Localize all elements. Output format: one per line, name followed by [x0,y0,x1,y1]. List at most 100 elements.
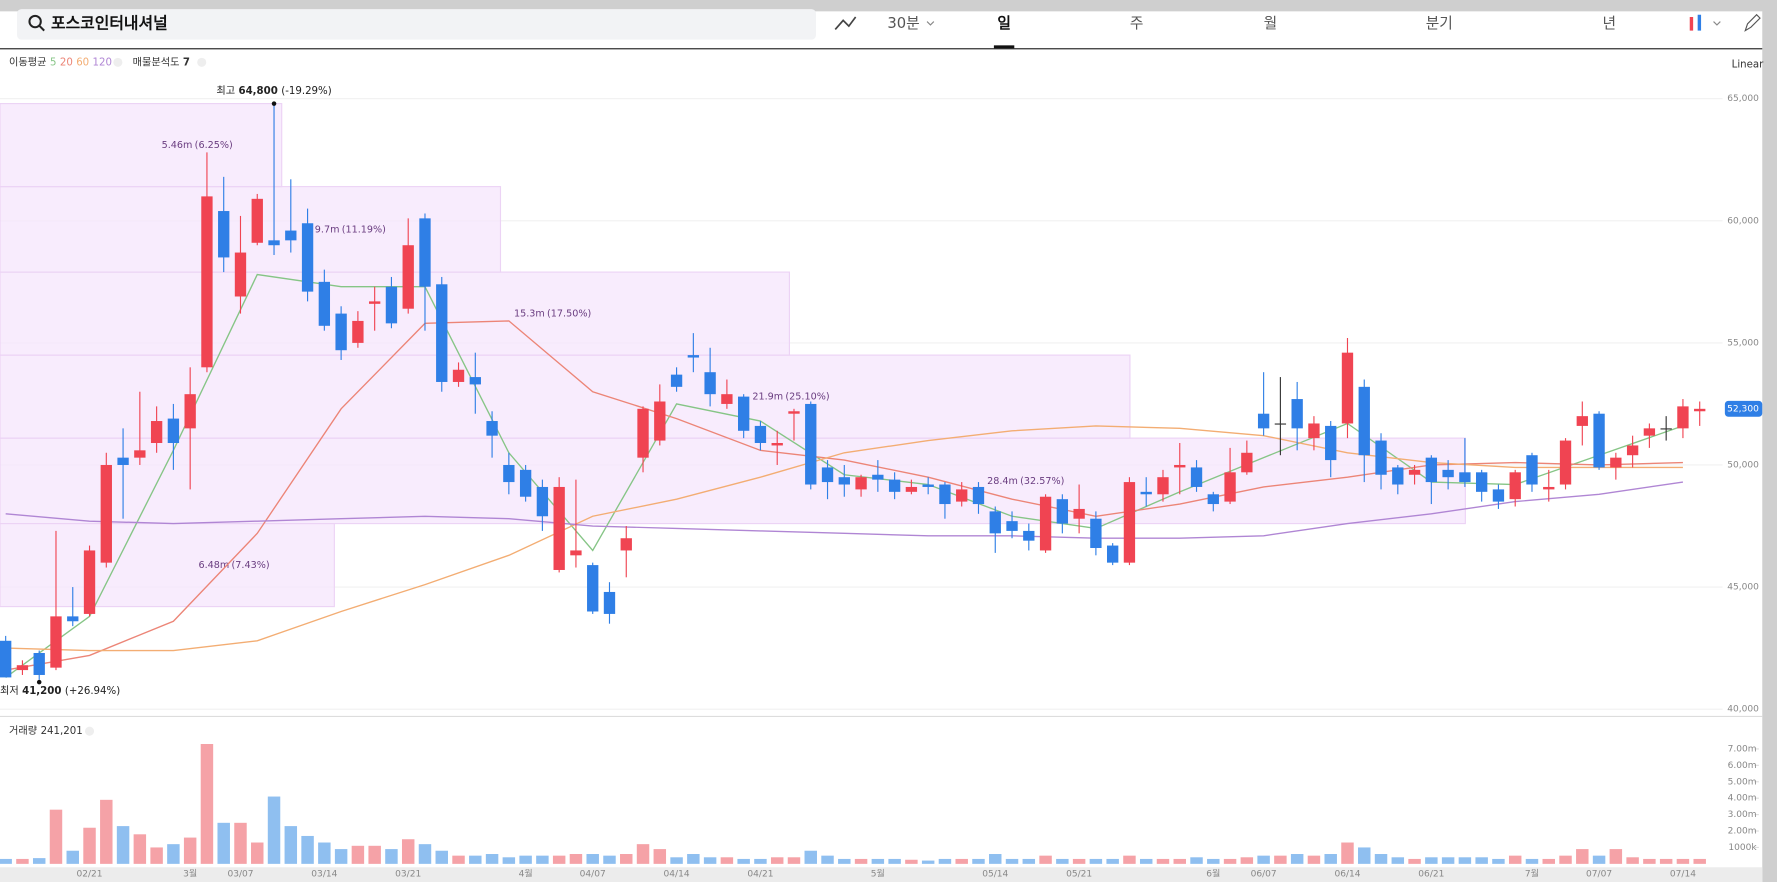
volume-bar [1425,857,1438,864]
profile-share: (11.19%) [342,224,386,235]
candle-body [1509,472,1521,500]
y-tick-label: 2.00m [1728,827,1757,837]
draw-icon[interactable] [1744,13,1761,32]
candle-body [1241,452,1253,473]
volume-bar [1441,857,1455,864]
legend-close[interactable] [84,726,95,736]
volume-bar [418,844,432,864]
candle-body [1643,428,1656,436]
profile-share: (6.25%) [195,140,233,151]
x-tick-label: 07/07 [1586,870,1612,880]
volume-bar [804,850,817,864]
ma-legend-item[interactable]: 120 [93,57,112,68]
search-icon [28,14,42,29]
tab-underline [993,45,1015,49]
x-tick-label: 05/21 [1066,870,1092,880]
period-tab[interactable]: 주 [1130,15,1144,32]
candle-body [922,484,934,487]
volume-bar [1139,858,1153,864]
volume-bar [670,857,683,864]
x-tick-label: 5월 [871,868,885,880]
candle-body [721,394,733,404]
candle-body [972,486,985,505]
volume-bar [1274,855,1287,864]
candle-body [1559,440,1572,485]
candle-body [956,489,968,502]
x-tick-label: 06/07 [1251,870,1277,880]
candle-body [1677,406,1689,429]
candle-body [368,301,381,304]
extreme-value: 64,800 [239,86,278,97]
volume-bar [1257,855,1270,864]
volume-bar [251,842,264,864]
volume-bar [1626,857,1639,864]
extreme-label: 최고 64,800 (-19.29%) [216,85,331,97]
volume-bar [737,858,750,864]
scale-mode[interactable]: Linear [1732,60,1764,71]
x-tick-label: 04/21 [747,870,773,880]
dropdown-arrow [926,21,935,26]
interval-select[interactable]: 30분 [887,15,919,32]
candle-body [218,211,230,258]
volume-profile-box [0,103,283,188]
candle-body [318,281,331,326]
search-text[interactable]: 포스코인터내셔널 [51,13,168,32]
x-tick-label: 04/14 [664,870,690,880]
candle-body [1157,477,1169,495]
candle-body [1123,482,1136,563]
volume-bar [1123,855,1136,864]
period-tab[interactable]: 분기 [1426,15,1453,32]
volume-bar [603,855,616,864]
candle-body [0,640,12,678]
search-box[interactable] [16,9,816,40]
ma-legend-item[interactable]: 60 [76,57,89,68]
volume-bar [1391,857,1405,864]
profile-share: (25.10%) [785,392,829,403]
chart-type-icon[interactable] [1689,17,1694,31]
candle-body [1576,416,1588,426]
indicator-icon[interactable] [834,16,857,31]
candle-body [855,477,867,490]
candle-body [1459,472,1471,483]
period-tab[interactable]: 년 [1603,15,1617,32]
extreme-change: (+26.94%) [65,686,120,697]
legend-close[interactable] [197,57,207,67]
extreme-dot [36,679,42,685]
candle-body [100,464,112,563]
ma-legend-item[interactable]: 20 [60,57,73,68]
candle-body [1610,457,1622,468]
candle-body [989,511,1001,534]
candle-body [519,469,532,497]
candle-body [1308,423,1320,439]
x-tick-label: 02/21 [76,870,102,880]
candle-body [1274,423,1287,425]
x-axis-band [0,867,1763,882]
ma-legend-title: 이동평균 [9,56,46,68]
x-tick-label: 07/14 [1670,870,1696,880]
candle-body [268,240,280,246]
candle-body [1073,508,1085,519]
volume-bar [821,855,834,864]
candle-body [771,443,783,446]
profile-volume: 5.46m [162,140,193,151]
candle-body [1408,469,1421,475]
volume-bar [150,847,163,864]
volume-bar [1475,857,1488,864]
volume-bar [385,849,398,864]
volume-bar [318,842,331,864]
profile-share: (17.50%) [547,309,591,320]
period-tab[interactable]: 월 [1264,15,1278,32]
chart-type-icon[interactable] [1697,14,1702,31]
candle-body [486,421,498,436]
period-tab[interactable]: 일 [997,15,1011,32]
ma-legend: 이동평균 5 20 60 120 [9,56,112,68]
volume-bar [720,857,734,864]
period-tabs: 일 주 월 분기 년 [993,15,1617,49]
candle-body [1257,413,1270,429]
legend-close[interactable] [113,57,123,67]
volume-bar [284,826,298,864]
ma-legend-item[interactable]: 5 [50,57,56,68]
volume-bar [1056,858,1069,864]
candle-body [620,538,632,551]
